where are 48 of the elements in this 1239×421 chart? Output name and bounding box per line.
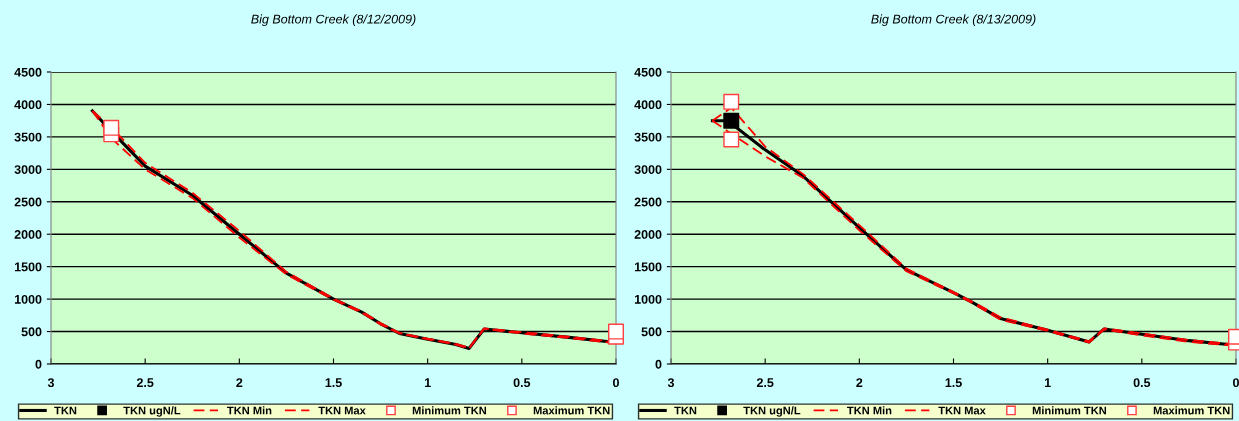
y-tick-label: 2000 — [14, 230, 42, 239]
x-tick-label: 1 — [1044, 378, 1051, 387]
x-tick-label: 1 — [424, 378, 431, 387]
x-tick-label: 2 — [856, 378, 863, 387]
y-tick-label: 500 — [641, 327, 662, 337]
y-tick-label: 4500 — [14, 67, 42, 77]
y-tick-label: 1500 — [634, 262, 662, 272]
y-tick-label: 4500 — [634, 67, 662, 77]
y-tick-label: 3000 — [14, 165, 42, 174]
y-tick-label: 2500 — [634, 197, 662, 207]
y-tick-label: 1500 — [14, 262, 42, 272]
legend-label: TKN ugN/L — [743, 406, 801, 417]
y-tick-label: 3500 — [14, 132, 42, 142]
x-tick-label: 2.5 — [756, 378, 774, 388]
legend-label: Minimum TKN — [1032, 406, 1107, 415]
legend-label: TKN — [674, 406, 697, 415]
x-tick-label: 1.5 — [945, 378, 962, 388]
x-tick-label: 0 — [613, 378, 619, 388]
legend-label: TKN Max — [938, 406, 986, 415]
x-tick-label: 2.5 — [136, 378, 154, 388]
y-tick-label: 500 — [21, 327, 42, 337]
legend-label: Maximum TKN — [1153, 406, 1230, 415]
x-tick-label: 0 — [1233, 378, 1239, 388]
legend-label: Minimum TKN — [412, 406, 487, 415]
legend-label: Maximum TKN — [533, 406, 610, 415]
legend-label: TKN Min — [847, 406, 892, 415]
legend-label: TKN ugN/L — [123, 406, 181, 417]
y-tick-label: 4000 — [14, 100, 42, 110]
x-tick-label: 1.5 — [325, 378, 342, 388]
y-tick-label: 1000 — [634, 294, 662, 304]
x-tick-label: 3 — [667, 378, 675, 388]
y-tick-label: 0 — [655, 359, 662, 369]
legend-label: TKN — [54, 406, 77, 415]
legend-label: TKN Max — [318, 406, 366, 415]
y-tick-label: 2500 — [14, 197, 42, 207]
y-tick-label: 1000 — [14, 294, 42, 304]
x-tick-label: 0.5 — [513, 378, 531, 388]
x-tick-label: 3 — [47, 378, 55, 388]
y-tick-label: 0 — [35, 359, 42, 369]
y-tick-label: 2000 — [634, 230, 662, 239]
chart-title: Big Bottom Creek (8/13/2009) — [871, 14, 1036, 26]
y-tick-label: 4000 — [634, 100, 662, 110]
x-tick-label: 2 — [236, 378, 243, 387]
x-tick-label: 0.5 — [1133, 378, 1151, 388]
legend-label: TKN Min — [227, 406, 272, 415]
y-tick-label: 3000 — [634, 165, 662, 174]
y-tick-label: 3500 — [634, 132, 662, 142]
chart-title: Big Bottom Creek (8/12/2009) — [251, 14, 416, 26]
